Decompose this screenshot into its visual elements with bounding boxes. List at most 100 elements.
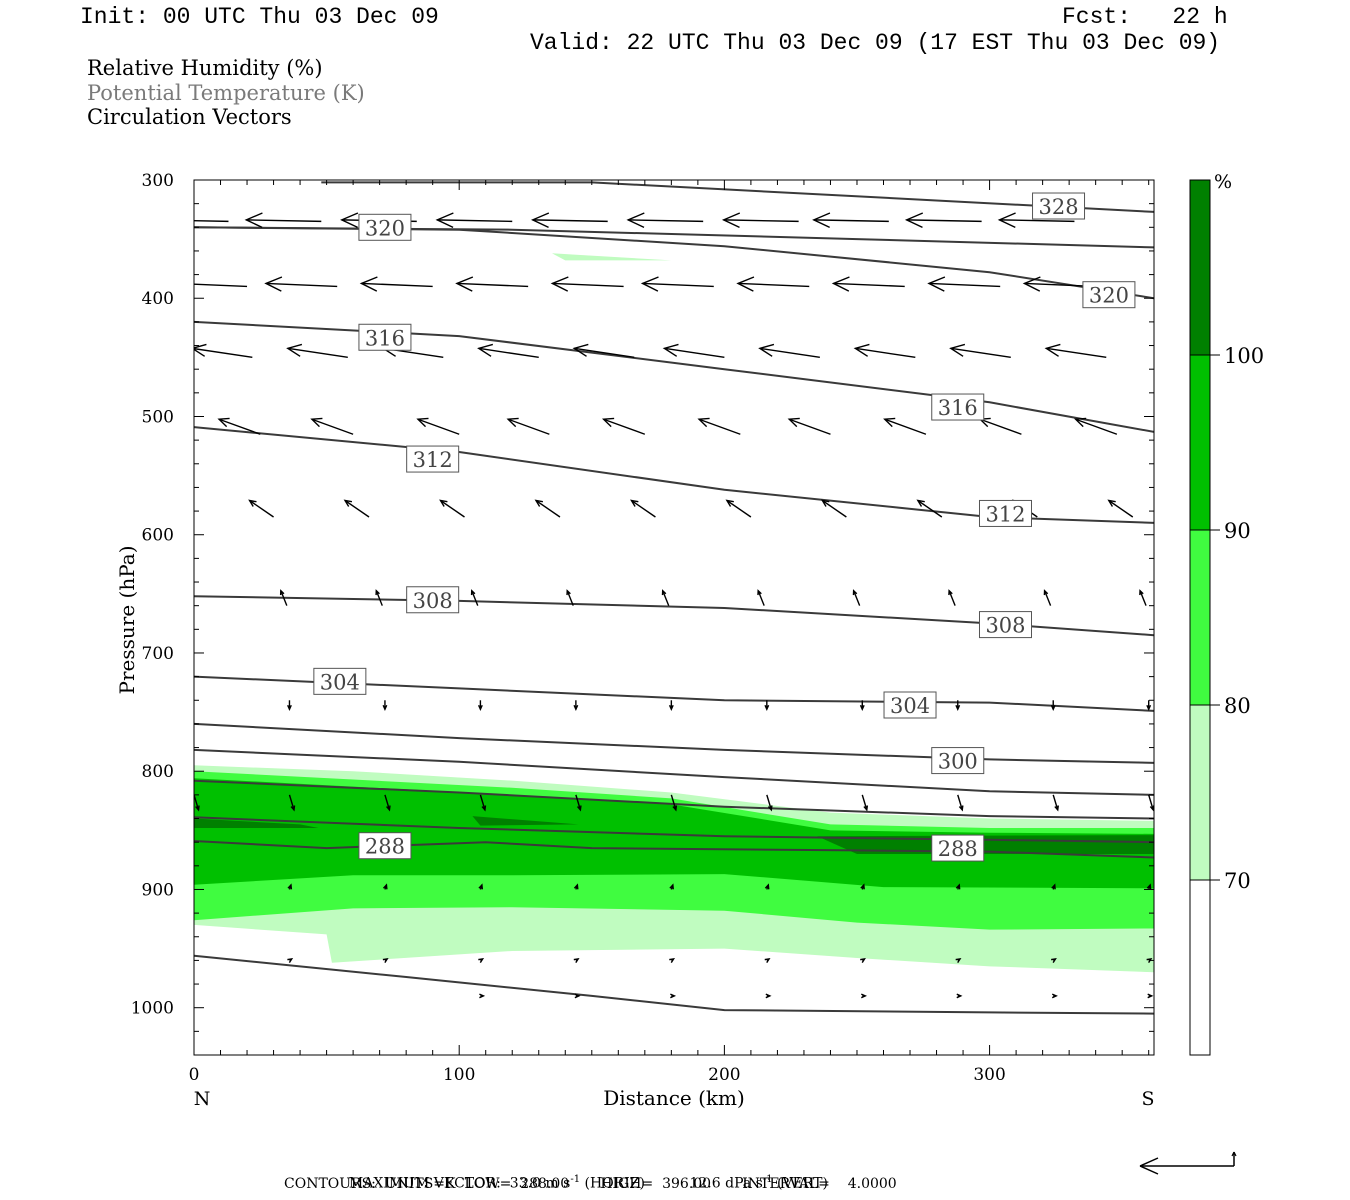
plot-frame	[193, 179, 1155, 1056]
vector-shaft	[628, 219, 704, 223]
circulation-vector	[479, 993, 486, 999]
circulation-vector	[550, 276, 624, 292]
circulation-vector	[669, 883, 674, 890]
contour-label-316: 316	[365, 326, 405, 350]
vector-head	[573, 883, 579, 890]
vector-head	[286, 343, 303, 357]
circulation-vector	[670, 794, 678, 812]
vector-shaft	[603, 418, 646, 435]
circulation-vector	[956, 993, 963, 999]
vector-head	[264, 276, 283, 292]
circulation-vector	[853, 343, 916, 359]
contour-label-308: 308	[413, 589, 453, 613]
circulation-vector	[287, 883, 293, 890]
vector-head	[661, 589, 667, 596]
vector-shaft	[194, 347, 253, 359]
vector-shaft	[344, 499, 370, 518]
circulation-vector	[948, 589, 956, 606]
max-horiz-exp: -1	[570, 1174, 581, 1185]
y-tick-label: 800	[142, 762, 174, 782]
circulation-vector	[1044, 343, 1107, 359]
x-axis-label: Distance (km)	[603, 1086, 745, 1110]
vector-head	[997, 212, 1016, 229]
circulation-vector	[573, 957, 580, 963]
colorbar-segment	[1189, 354, 1211, 531]
vector-shaft	[194, 794, 200, 811]
vector-head	[927, 276, 946, 292]
circulation-vector	[375, 589, 383, 606]
vector-head	[812, 212, 831, 229]
circulation-vector	[1146, 883, 1152, 890]
vector-shaft	[833, 282, 905, 288]
vector-shaft	[535, 499, 561, 518]
vector-shaft	[1108, 499, 1134, 518]
y-axis-label: Pressure (hPa)	[115, 546, 139, 695]
vector-head	[375, 589, 380, 596]
vector-shaft	[821, 499, 847, 518]
vector-head	[176, 277, 192, 291]
circulation-vector	[1107, 499, 1134, 518]
contour-label-box-288	[931, 834, 985, 862]
contour-label-box-312	[406, 445, 460, 473]
circulation-vector	[574, 993, 581, 999]
circulation-vector	[477, 700, 483, 711]
vector-shaft	[664, 347, 725, 359]
circulation-vector	[860, 993, 867, 999]
vector-head	[916, 499, 925, 507]
circulation-vector	[662, 343, 725, 359]
circulation-vector	[860, 883, 865, 890]
vector-head	[477, 343, 494, 357]
vector-head	[955, 957, 962, 963]
circulation-vector	[343, 499, 370, 518]
rh-fill-100-4	[472, 816, 579, 826]
contour-label-box-304	[883, 691, 937, 719]
circulation-vector	[697, 417, 741, 435]
vector-shaft	[631, 499, 656, 518]
vector-shaft	[957, 794, 963, 811]
contour-label-box-312	[978, 499, 1032, 527]
contour-label-box-308	[978, 611, 1032, 639]
colorbar-label: 90	[1224, 519, 1251, 543]
theta-contour-320	[194, 226, 1154, 300]
vector-head	[948, 589, 953, 596]
theta-contour-296	[194, 748, 1154, 796]
vector-head	[852, 589, 858, 596]
vector-head	[550, 276, 569, 292]
vector-shaft	[249, 499, 274, 518]
vector-shaft	[361, 282, 433, 288]
circulation-vector	[787, 417, 831, 435]
vector-head	[477, 704, 483, 711]
max-vert-exp: -1	[762, 1174, 773, 1185]
y-tick-label: 700	[142, 644, 174, 664]
circulation-vector	[384, 794, 391, 812]
circulation-vector	[1147, 993, 1154, 999]
theta-contour-308	[194, 595, 1154, 637]
circulation-vector	[927, 276, 1001, 292]
vector-head	[574, 993, 581, 999]
contour-label-288: 288	[938, 837, 978, 861]
circulation-vector	[478, 883, 484, 890]
vector-shaft	[246, 219, 322, 223]
vector-head	[1107, 499, 1116, 507]
circulation-vector	[765, 993, 772, 999]
circulation-vector	[668, 700, 674, 711]
circulation-vector	[630, 499, 656, 518]
vector-head	[478, 957, 485, 963]
contour-label-box-316	[931, 393, 985, 421]
vector-head	[736, 276, 755, 292]
theta-contour-288	[194, 840, 1154, 859]
vector-head	[1074, 417, 1087, 428]
vector-shaft	[917, 499, 943, 518]
contour-label-320: 320	[1089, 284, 1129, 308]
vector-head	[949, 343, 966, 357]
legend-rh: Relative Humidity (%)	[87, 56, 323, 80]
contour-label-box-300	[931, 747, 985, 775]
vector-shaft	[1139, 590, 1147, 606]
vector-head	[765, 993, 772, 999]
vector-head	[435, 212, 454, 229]
vector-head	[386, 805, 391, 812]
circulation-vector	[455, 276, 529, 292]
vector-shaft	[575, 794, 582, 811]
y-tick-label: 400	[142, 289, 174, 309]
vector-head	[725, 499, 734, 507]
